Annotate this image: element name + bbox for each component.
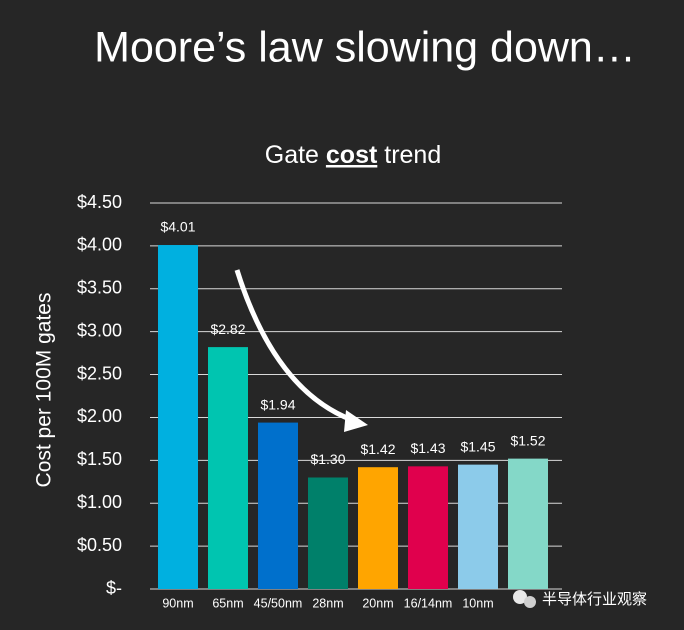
y-tick-label: $4.50	[77, 192, 122, 212]
chart-title-emphasis: cost	[326, 141, 378, 169]
y-tick-label: $2.00	[77, 406, 122, 426]
x-tick-label: 10nm	[462, 596, 493, 610]
x-tick-label: 90nm	[162, 596, 193, 610]
bar	[158, 245, 198, 589]
y-tick-label: $0.50	[77, 535, 122, 555]
x-tick-label: 28nm	[312, 596, 343, 610]
data-label: $1.43	[410, 440, 445, 456]
data-label: $1.42	[360, 441, 395, 457]
chart-title: Gate cost trend	[265, 141, 442, 169]
watermark-icon	[524, 596, 536, 608]
watermark-text: 半导体行业观察	[542, 590, 647, 608]
chart-title-part: trend	[377, 141, 441, 169]
y-tick-label: $1.00	[77, 492, 122, 512]
bar	[258, 422, 298, 589]
trend-arrow	[234, 269, 353, 423]
y-axis-label: Cost per 100M gates	[33, 293, 56, 488]
watermark: 半导体行业观察	[513, 590, 647, 608]
y-tick-label: $3.00	[77, 320, 122, 340]
bar	[208, 347, 248, 589]
x-tick-label: 16/14nm	[404, 596, 453, 610]
bar	[358, 467, 398, 589]
slide-title: Moore’s law slowing down…	[94, 23, 636, 71]
data-label: $1.94	[260, 396, 295, 412]
x-tick-label: 65nm	[212, 596, 243, 610]
bar	[508, 458, 548, 589]
y-tick-label: $-	[106, 578, 122, 598]
data-label: $2.82	[210, 321, 245, 337]
y-tick-label: $3.50	[77, 278, 122, 298]
bar	[408, 466, 448, 589]
data-label: $1.52	[510, 432, 545, 448]
x-tick-label: 20nm	[362, 596, 393, 610]
data-label: $1.45	[460, 438, 495, 454]
watermark-icon	[513, 590, 527, 604]
bar	[308, 477, 348, 589]
plot-area: $- $0.50 $1.00 $1.50 $2.00 $2.50 $3.00 $3.50 $4.…	[77, 192, 562, 610]
y-tick-label: $1.50	[77, 449, 122, 469]
data-label: $4.01	[160, 219, 195, 235]
x-tick-label: 45/50nm	[254, 596, 303, 610]
arrow-head	[344, 410, 368, 432]
y-tick-label: $2.50	[77, 363, 122, 383]
chart-title-part: Gate	[265, 141, 326, 169]
y-tick-label: $4.00	[77, 235, 122, 255]
data-label: $1.30	[310, 451, 345, 467]
bar	[458, 464, 498, 589]
